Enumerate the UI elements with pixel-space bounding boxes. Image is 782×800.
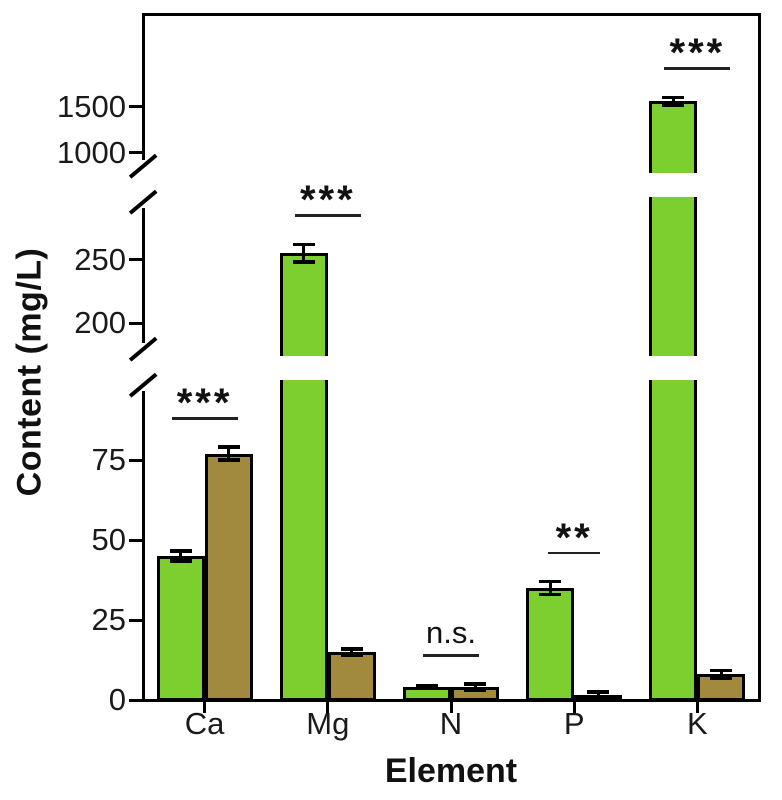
error-bar-cap [539,592,562,597]
y-tick-label: 75 [91,442,126,477]
significance-label-Mg: *** [299,178,356,223]
error-bar-cap [539,579,562,584]
y-tick [128,458,142,462]
error-bar-stem [473,684,477,691]
error-bar-stem [350,648,354,656]
significance-underline-N [423,654,479,657]
x-tick-label-K: K [687,706,708,741]
error-bar-cap [587,690,610,694]
x-tick-label-Mg: Mg [306,706,350,741]
error-bar-cap [662,103,685,108]
y-tick-label: 1000 [57,134,126,170]
error-bar-stem [671,97,675,106]
error-bar-cap [587,696,610,701]
x-tick-label-N: N [439,706,463,741]
error-bar-cap [662,95,685,99]
x-tick [326,700,330,713]
error-bar-cap [169,559,192,563]
y-tick [128,618,142,622]
error-bar-cap [169,549,192,553]
error-bar-cap [464,688,486,693]
y-tick [128,151,142,155]
axis-break-band [150,356,754,380]
bar-series-brown-Mg [327,652,376,701]
x-tick [203,700,207,713]
bar-series-brown-Ca [204,453,253,701]
y-tick [128,258,142,262]
y-tick-label: 50 [91,522,126,557]
x-tick [572,700,576,713]
bar-series-green-Ca [156,556,205,701]
x-tick-label-Ca: Ca [184,706,225,741]
significance-underline-Mg [294,214,361,217]
y-tick-label: 0 [108,682,126,717]
error-bar-cap [464,682,486,686]
axis-break-band [150,173,754,197]
error-bar-stem [179,551,183,561]
error-bar-stem [719,670,723,679]
significance-label-P: ** [555,515,593,560]
x-tick-label-P: P [563,706,585,741]
error-bar-cap [217,445,240,449]
y-tick-label: 250 [74,241,126,277]
error-bar-stem [227,447,231,460]
y-tick-label: 1500 [57,88,126,124]
bar-series-green-K [649,101,698,701]
y-axis-title: Content (mg/L) [10,247,49,497]
bar-series-green-Mg [279,253,328,701]
error-bar-cap [416,686,438,690]
error-bar-stem [596,692,600,699]
y-tick-label: 25 [91,602,126,637]
bar-series-green-P [526,588,575,701]
y-tick [128,321,142,325]
x-tick [695,700,699,713]
y-tick [128,538,142,542]
error-bar-cap [710,668,733,673]
x-axis-title: Element [384,752,518,790]
y-tick-label: 200 [74,305,126,341]
significance-label-K: *** [669,31,726,76]
x-tick [449,700,453,713]
significance-underline-Ca [171,417,238,420]
significance-underline-P [548,551,601,555]
error-bar-cap [217,458,240,462]
y-tick [128,105,142,109]
error-bar-cap [416,684,438,688]
error-bar-stem [548,581,552,595]
significance-label-N: n.s. [426,615,476,650]
significance-label-Ca: *** [176,381,233,426]
y-tick [128,698,142,702]
error-bar-stem [302,244,306,263]
significance-underline-K [664,67,731,70]
error-bar-cap [710,676,733,680]
error-bar-cap [292,242,315,247]
error-bar-cap [340,653,363,657]
error-bar-cap [292,260,315,264]
error-bar-cap [340,647,363,651]
